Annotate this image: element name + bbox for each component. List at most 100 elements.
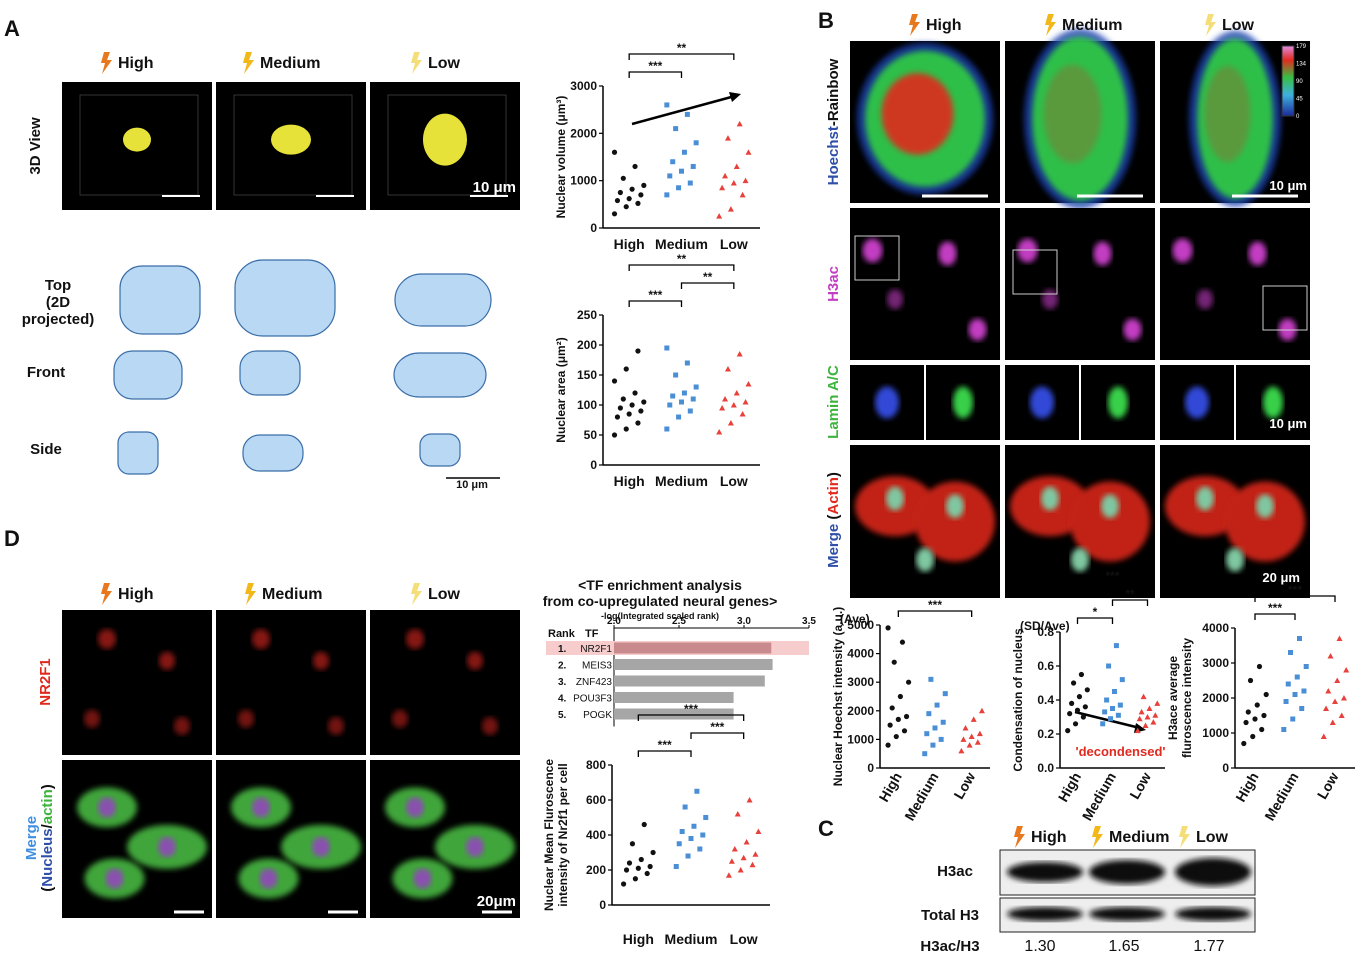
data-point [1290, 716, 1296, 722]
data-point [891, 659, 897, 665]
decoration [79, 94, 199, 196]
data-point [688, 836, 694, 841]
y-tick-label: 3000 [847, 675, 874, 689]
significance-bracket [690, 732, 745, 739]
data-point [970, 716, 977, 722]
data-point [679, 829, 685, 834]
data-point [664, 102, 670, 108]
data-point [966, 742, 973, 748]
data-point [611, 432, 618, 438]
y-tick-label: 800 [586, 758, 606, 772]
data-point [1254, 702, 1260, 708]
data-point [752, 851, 759, 857]
data-point [930, 742, 936, 748]
decoration [1071, 547, 1089, 572]
category-label: NR2F1 [580, 644, 612, 655]
data-point [1288, 650, 1294, 655]
data-point [1250, 733, 1256, 740]
data-point [1334, 677, 1341, 683]
significance-label: ** [677, 41, 687, 55]
data-point [676, 185, 682, 191]
decoration [312, 836, 330, 857]
label-part: ) [39, 784, 56, 789]
decoration [233, 94, 353, 196]
data-point [968, 733, 975, 740]
data-point [926, 711, 932, 717]
data-point [734, 811, 741, 817]
annotation: 'decondensed' [1076, 744, 1166, 759]
data-point [725, 872, 732, 878]
data-point [611, 378, 618, 384]
data-point [684, 360, 690, 366]
condition-header: Medium [1109, 829, 1169, 846]
data-point [724, 135, 731, 141]
data-point [745, 149, 752, 155]
row-label: projected) [22, 311, 95, 328]
ratio-value: 1.65 [1108, 938, 1139, 955]
data-point [755, 828, 762, 834]
scale-label: 20 μm [1262, 570, 1300, 585]
data-point [1065, 728, 1071, 734]
data-point [1299, 706, 1305, 711]
x-tick-label: Medium [901, 770, 941, 824]
condition-header: Low [428, 586, 461, 603]
decoration [234, 259, 336, 337]
data-point [736, 351, 743, 357]
data-point [1292, 692, 1298, 697]
data-point [1080, 714, 1086, 720]
panel-letter: C [818, 816, 834, 841]
x-tick-label: Low [720, 473, 748, 489]
data-point [1303, 664, 1309, 669]
data-point [641, 182, 647, 188]
decoration [875, 386, 899, 419]
data-point [632, 163, 638, 170]
data-point [611, 149, 618, 155]
data-point [1338, 712, 1345, 718]
decoration [101, 583, 112, 605]
category-label: POGK [583, 710, 612, 721]
decoration [243, 52, 254, 74]
decoration [271, 124, 311, 155]
data-point [703, 815, 709, 820]
data-point [1084, 687, 1090, 693]
data-point [1320, 733, 1327, 739]
label-part: Actin [825, 477, 842, 515]
data-point [924, 731, 930, 737]
decoration [1041, 486, 1059, 511]
y-tick-label: 1000 [847, 732, 874, 746]
data-point [1072, 721, 1079, 727]
data-point [638, 408, 644, 414]
data-point [746, 797, 753, 803]
data-point [647, 863, 653, 870]
significance-label: *** [1288, 583, 1302, 597]
decoration [252, 629, 270, 649]
x-tick-label: 2.0 [607, 616, 621, 627]
data-point [617, 189, 623, 196]
x-tick-label: High [623, 931, 654, 947]
label-part: ( [825, 515, 842, 524]
y-tick-label: 400 [586, 828, 606, 842]
category-label: POU3F3 [573, 694, 612, 705]
data-point [1113, 643, 1119, 649]
y-tick-label: 50 [584, 428, 598, 442]
data-point [623, 204, 629, 210]
row-label: Merge (Actin) [825, 472, 842, 568]
bar [614, 692, 734, 703]
label-part: ) [825, 472, 842, 477]
chart-title: from co-upregulated neural genes> [543, 593, 778, 609]
bar [614, 642, 772, 654]
data-point [614, 197, 621, 204]
decoration [1093, 241, 1112, 266]
row-label: H3ac [825, 266, 842, 302]
bar [614, 675, 765, 687]
condition-header: Low [1222, 17, 1255, 34]
data-point [962, 724, 969, 731]
x-tick-label: Low [1126, 769, 1154, 801]
data-point [1106, 663, 1112, 669]
y-axis-label: H3ace average [1166, 656, 1180, 740]
y-tick-label: 200 [586, 863, 606, 877]
data-point [1294, 674, 1300, 680]
data-point [641, 399, 647, 405]
x-tick-label: Medium [1261, 770, 1301, 824]
y-tick-label: 4000 [847, 647, 874, 661]
